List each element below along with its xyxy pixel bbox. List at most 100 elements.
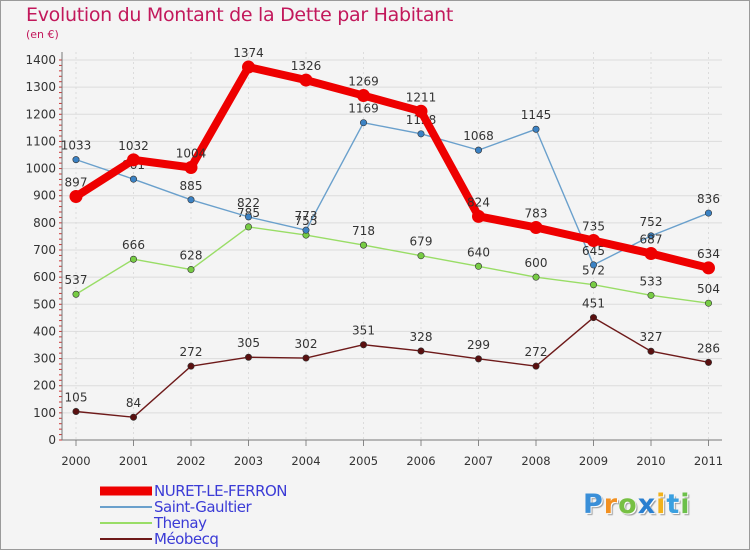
data-label-thenay-2009: 572 [582,264,605,278]
series-line-m-obecq [75,316,710,418]
x-tick-label-2002: 2002 [176,454,205,468]
y-tick-label-0: 0 [48,433,56,447]
y-tick-label-200: 200 [33,379,56,393]
point-m-obecq-2004 [302,354,310,362]
x-tick-label-2011: 2011 [694,454,723,468]
y-tick-label-300: 300 [33,352,56,366]
logo-letter: o [618,489,638,520]
data-label-thenay-2011: 504 [697,282,720,296]
data-label-saint-gaultier-2005: 1169 [348,102,379,116]
point-saint-gaultier-2000 [72,156,80,164]
data-label-saint-gaultier-2003: 822 [237,196,260,210]
x-tick-label-2003: 2003 [234,454,263,468]
y-tick-label-900: 900 [33,189,56,203]
data-label-thenay-2007: 640 [467,245,490,259]
point-thenay-2010 [647,291,655,299]
y-tick-label-600: 600 [33,270,56,284]
data-label-m-obecq-2005: 351 [352,324,375,338]
data-label-nuret-le-ferron-2005: 1269 [348,75,379,89]
logo-letter: t [666,489,681,520]
series-line-saint-gaultier [75,121,710,266]
point-m-obecq-2009 [589,314,597,322]
point-saint-gaultier-2002 [187,196,195,204]
data-label-nuret-le-ferron-2001: 1032 [118,139,149,153]
point-saint-gaultier-2003 [245,213,253,221]
data-label-saint-gaultier-2004: 773 [295,209,318,223]
series-line-thenay [75,226,710,304]
x-tick-label-2008: 2008 [521,454,550,468]
point-m-obecq-2002 [187,362,195,370]
point-nuret-le-ferron-2002 [184,160,198,174]
data-label-m-obecq-2004: 302 [295,337,318,351]
data-label-nuret-le-ferron-2007: 824 [467,195,490,209]
y-tick-label-100: 100 [33,406,56,420]
data-label-m-obecq-2007: 299 [467,338,490,352]
logo-letter: i [680,489,691,520]
x-tick-label-2007: 2007 [464,454,493,468]
data-label-m-obecq-2008: 272 [525,345,548,359]
data-label-thenay-2003: 785 [237,206,260,220]
point-thenay-2003 [245,223,253,231]
data-label-saint-gaultier-2008: 1145 [521,108,552,122]
data-label-nuret-le-ferron-2006: 1211 [406,90,437,104]
data-label-m-obecq-2002: 272 [180,345,203,359]
data-label-thenay-2008: 600 [525,256,548,270]
y-tick-label-1000: 1000 [25,162,56,176]
point-m-obecq-2006 [417,347,425,355]
data-label-saint-gaultier-2002: 885 [180,179,203,193]
point-nuret-le-ferron-2011 [702,261,715,275]
point-saint-gaultier-2006 [417,130,425,138]
point-m-obecq-2010 [647,347,655,355]
x-tick-label-2004: 2004 [291,454,320,468]
point-saint-gaultier-2009 [589,261,597,269]
point-nuret-le-ferron-2007 [472,209,485,223]
point-thenay-2000 [72,290,80,298]
data-label-nuret-le-ferron-2008: 783 [525,206,548,220]
y-tick-label-500: 500 [33,297,56,311]
y-tick-label-400: 400 [33,324,56,338]
data-label-thenay-2002: 628 [180,249,203,263]
proxiti-logo: Proxiti [583,489,691,520]
point-nuret-le-ferron-2000 [69,190,83,204]
logo-letter: r [603,489,619,520]
point-saint-gaultier-2008 [532,125,540,133]
data-label-m-obecq-2011: 286 [697,341,720,355]
data-label-m-obecq-2000: 105 [65,391,88,405]
chart-subtitle: (en €) [26,28,59,41]
data-label-saint-gaultier-2011: 836 [697,192,720,206]
x-tick-label-2001: 2001 [119,454,148,468]
point-m-obecq-2001 [130,413,138,421]
data-label-m-obecq-2009: 451 [582,297,605,311]
data-label-thenay-2004: 755 [295,214,318,228]
point-thenay-2011 [704,299,712,307]
data-label-nuret-le-ferron-2003: 1374 [233,46,264,60]
point-thenay-2001 [130,255,138,263]
point-saint-gaultier-2004 [302,226,310,234]
data-label-m-obecq-2006: 328 [410,330,433,344]
y-tick-label-1300: 1300 [25,80,56,94]
point-saint-gaultier-2007 [474,146,482,154]
point-thenay-2007 [474,262,482,270]
point-nuret-le-ferron-2009 [587,234,600,247]
point-m-obecq-2000 [72,407,80,415]
data-label-thenay-2000: 537 [65,273,88,287]
point-m-obecq-2005 [359,341,367,349]
logo-letter: i [656,489,667,520]
point-nuret-le-ferron-2003 [242,60,255,74]
data-label-nuret-le-ferron-2004: 1326 [291,59,322,73]
point-nuret-le-ferron-2010 [644,247,658,261]
y-tick-label-700: 700 [33,243,56,257]
y-tick-label-800: 800 [33,216,56,230]
legend-label-thenay: Thenay [154,514,207,532]
legend-label-saint-gaultier: Saint-Gaultier [154,498,252,516]
point-m-obecq-2008 [532,362,540,370]
point-thenay-2005 [359,241,367,249]
x-tick-label-2009: 2009 [579,454,608,468]
data-label-nuret-le-ferron-2000: 897 [65,176,88,190]
data-label-thenay-2005: 718 [352,224,375,238]
point-nuret-le-ferron-2001 [127,153,140,167]
data-label-m-obecq-2001: 84 [126,396,141,410]
point-thenay-2002 [187,266,195,274]
data-label-nuret-le-ferron-2009: 735 [582,220,605,234]
